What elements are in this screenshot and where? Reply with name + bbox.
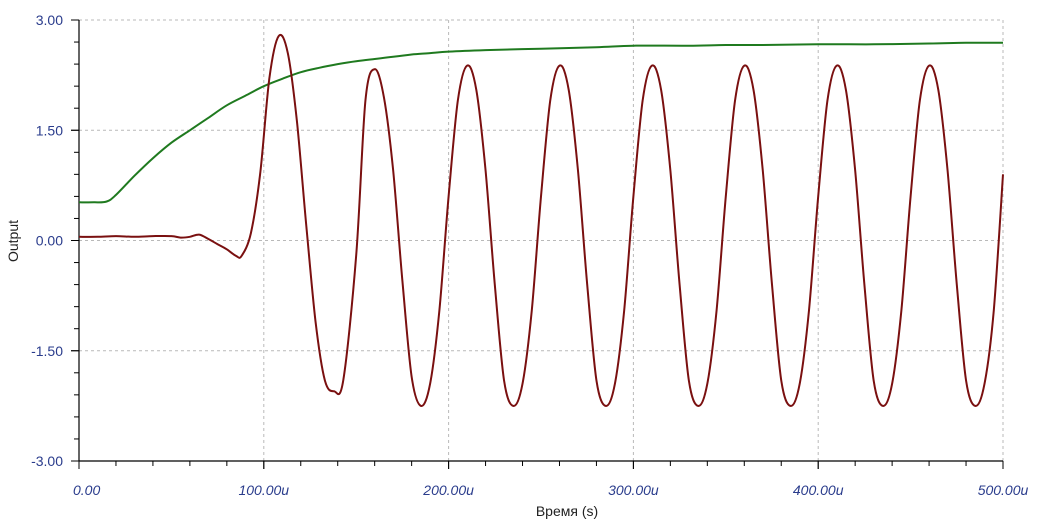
y-axis-title: Output	[5, 220, 21, 262]
y-tick-label: 3.00	[36, 12, 63, 28]
x-tick-label: 300.00u	[608, 482, 659, 498]
y-tick-label: -1.50	[31, 343, 63, 359]
series-line-2	[78, 33, 1004, 407]
y-tick-label: 0.00	[36, 233, 63, 249]
x-tick-label: 0.00	[73, 482, 100, 498]
series-layer	[78, 33, 1004, 407]
series-line-1	[78, 41, 1004, 204]
x-tick-label: 500.00u	[978, 482, 1029, 498]
x-tick-label: 200.00u	[422, 482, 474, 498]
x-tick-label: 400.00u	[793, 482, 844, 498]
x-tick-labels: 0.00 100.00u 200.00u 300.00u 400.00u 500.00u	[73, 482, 1029, 498]
y-tick-labels: 3.00 1.50 0.00 -1.50 -3.00	[31, 12, 63, 469]
x-tick-label: 100.00u	[238, 482, 289, 498]
grid-layer	[78, 19, 1004, 462]
x-axis-title: Время (s)	[536, 503, 598, 519]
tick-marks	[71, 19, 1004, 469]
y-tick-label: -3.00	[31, 453, 63, 469]
y-tick-label: 1.50	[36, 122, 63, 138]
